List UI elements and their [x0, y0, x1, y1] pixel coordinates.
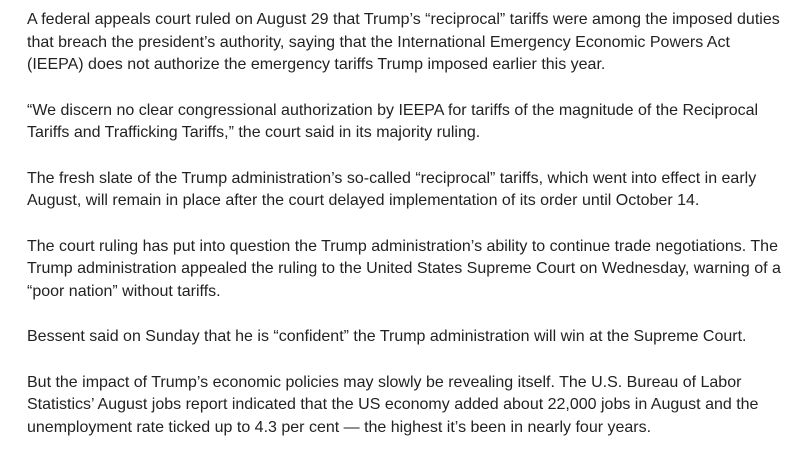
paragraph-tariffs-in-place: The fresh slate of the Trump administrat… — [27, 169, 757, 210]
article-body: A federal appeals court ruled on August … — [27, 9, 789, 462]
paragraph-court-quote: “We discern no clear congressional autho… — [27, 101, 759, 142]
paragraph-jobs-report: But the impact of Trump’s economic polic… — [27, 373, 759, 436]
paragraph-bessent-confident: Bessent said on Sunday that he is “confi… — [27, 328, 747, 345]
paragraph-trade-negotiations: The court ruling has put into question t… — [27, 237, 781, 300]
paragraph-appeals-court-ruling: A federal appeals court ruled on August … — [27, 11, 780, 73]
